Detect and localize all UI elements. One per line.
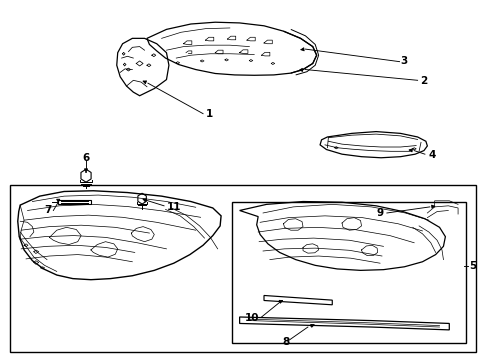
Text: 10: 10 [244,313,259,323]
Text: 6: 6 [82,153,89,163]
Bar [10,185,475,352]
Text: 8: 8 [282,337,289,347]
Text: 4: 4 [428,150,435,160]
Bar [232,202,466,343]
Text: 5: 5 [468,261,475,271]
Text: 7: 7 [44,206,51,216]
Text: 1: 1 [205,109,212,119]
Text: 11: 11 [166,202,181,212]
Text: 2: 2 [419,76,427,86]
Text: 3: 3 [400,56,407,66]
Text: 9: 9 [376,208,383,218]
